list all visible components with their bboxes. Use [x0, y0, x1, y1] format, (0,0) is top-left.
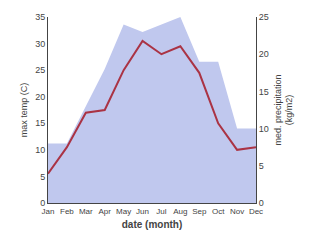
svg-text:date (month): date (month)	[122, 219, 183, 230]
svg-text:0: 0	[259, 198, 264, 208]
svg-text:0: 0	[40, 198, 45, 208]
svg-text:Jan: Jan	[42, 207, 55, 216]
svg-text:15: 15	[259, 87, 269, 97]
svg-text:Mar: Mar	[79, 207, 93, 216]
svg-text:30: 30	[35, 39, 45, 49]
svg-text:5: 5	[40, 172, 45, 182]
svg-text:May: May	[116, 207, 131, 216]
svg-text:20: 20	[35, 92, 45, 102]
svg-text:Jul: Jul	[156, 207, 166, 216]
svg-text:25: 25	[35, 65, 45, 75]
svg-text:5: 5	[259, 161, 264, 171]
svg-text:med. precipitation(kg/m2): med. precipitation(kg/m2)	[273, 74, 295, 145]
svg-text:15: 15	[35, 118, 45, 128]
svg-text:25: 25	[259, 12, 269, 22]
svg-text:Jun: Jun	[136, 207, 149, 216]
svg-text:Apr: Apr	[99, 207, 112, 216]
svg-text:Sep: Sep	[192, 207, 207, 216]
svg-text:10: 10	[35, 145, 45, 155]
svg-text:10: 10	[259, 124, 269, 134]
svg-text:Aug: Aug	[173, 207, 187, 216]
svg-text:Dec: Dec	[249, 207, 263, 216]
svg-text:35: 35	[35, 12, 45, 22]
svg-text:Oct: Oct	[212, 207, 225, 216]
svg-text:Feb: Feb	[60, 207, 74, 216]
svg-text:Nov: Nov	[230, 207, 244, 216]
svg-text:20: 20	[259, 49, 269, 59]
svg-text:max temp (C): max temp (C)	[19, 83, 29, 138]
